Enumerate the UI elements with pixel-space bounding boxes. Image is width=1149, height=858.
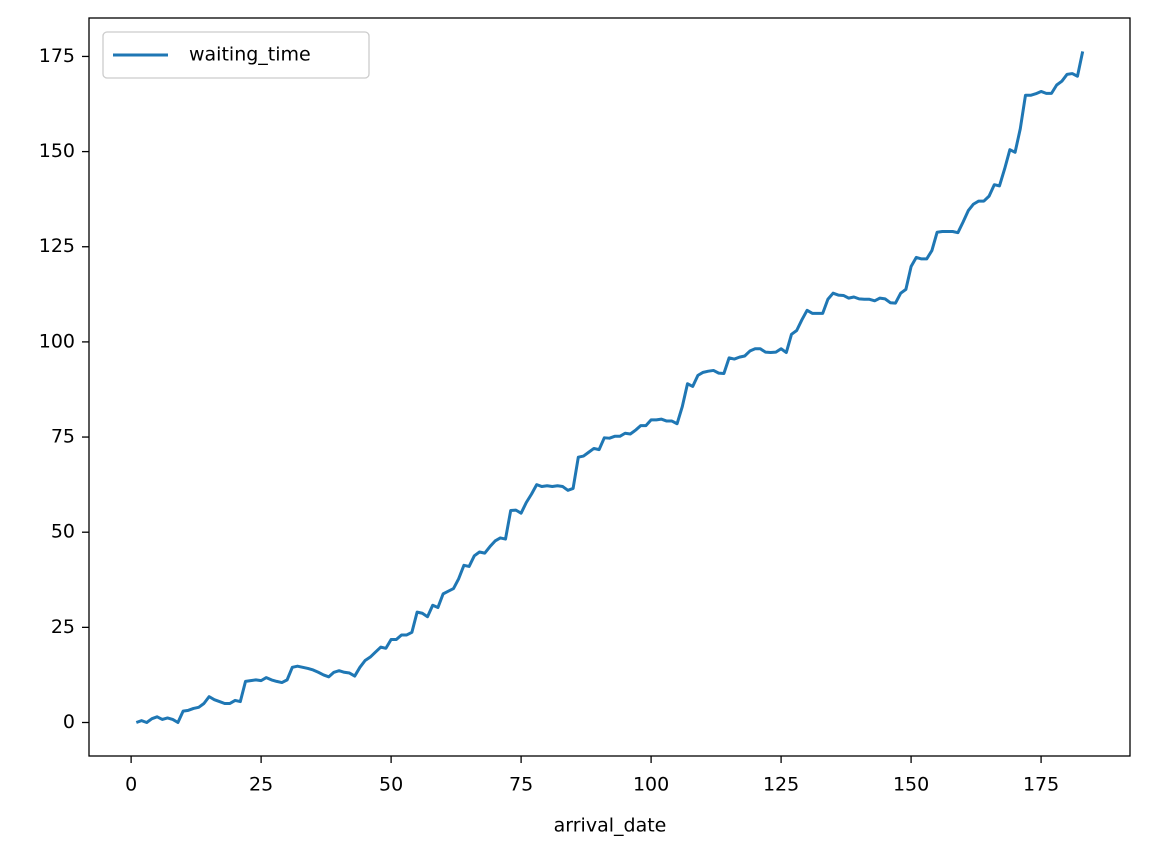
legend-box bbox=[102, 31, 370, 79]
x-tick-label: 150 bbox=[893, 774, 929, 796]
y-tick-label: 100 bbox=[39, 330, 75, 352]
y-tick-label: 50 bbox=[51, 521, 75, 543]
legend-label: waiting_time bbox=[189, 44, 311, 66]
y-tick-label: 175 bbox=[39, 45, 75, 67]
x-tick-label: 100 bbox=[633, 774, 669, 796]
x-tick-label: 0 bbox=[125, 774, 137, 796]
y-tick-label: 25 bbox=[51, 616, 75, 638]
plot-frame bbox=[88, 17, 1131, 757]
x-tick-label: 125 bbox=[763, 774, 799, 796]
legend: waiting_time bbox=[102, 31, 370, 79]
x-tick-label: 25 bbox=[249, 774, 273, 796]
data-line bbox=[135, 51, 1085, 725]
x-tick-label: 75 bbox=[509, 774, 533, 796]
x-tick-label: 50 bbox=[379, 774, 403, 796]
y-tick-label: 125 bbox=[39, 235, 75, 257]
y-tick-label: 150 bbox=[39, 140, 75, 162]
x-axis-label: arrival_date bbox=[554, 815, 667, 837]
y-tick-label: 0 bbox=[63, 711, 75, 733]
x-tick-label: 175 bbox=[1023, 774, 1059, 796]
y-tick-label: 75 bbox=[51, 426, 75, 448]
